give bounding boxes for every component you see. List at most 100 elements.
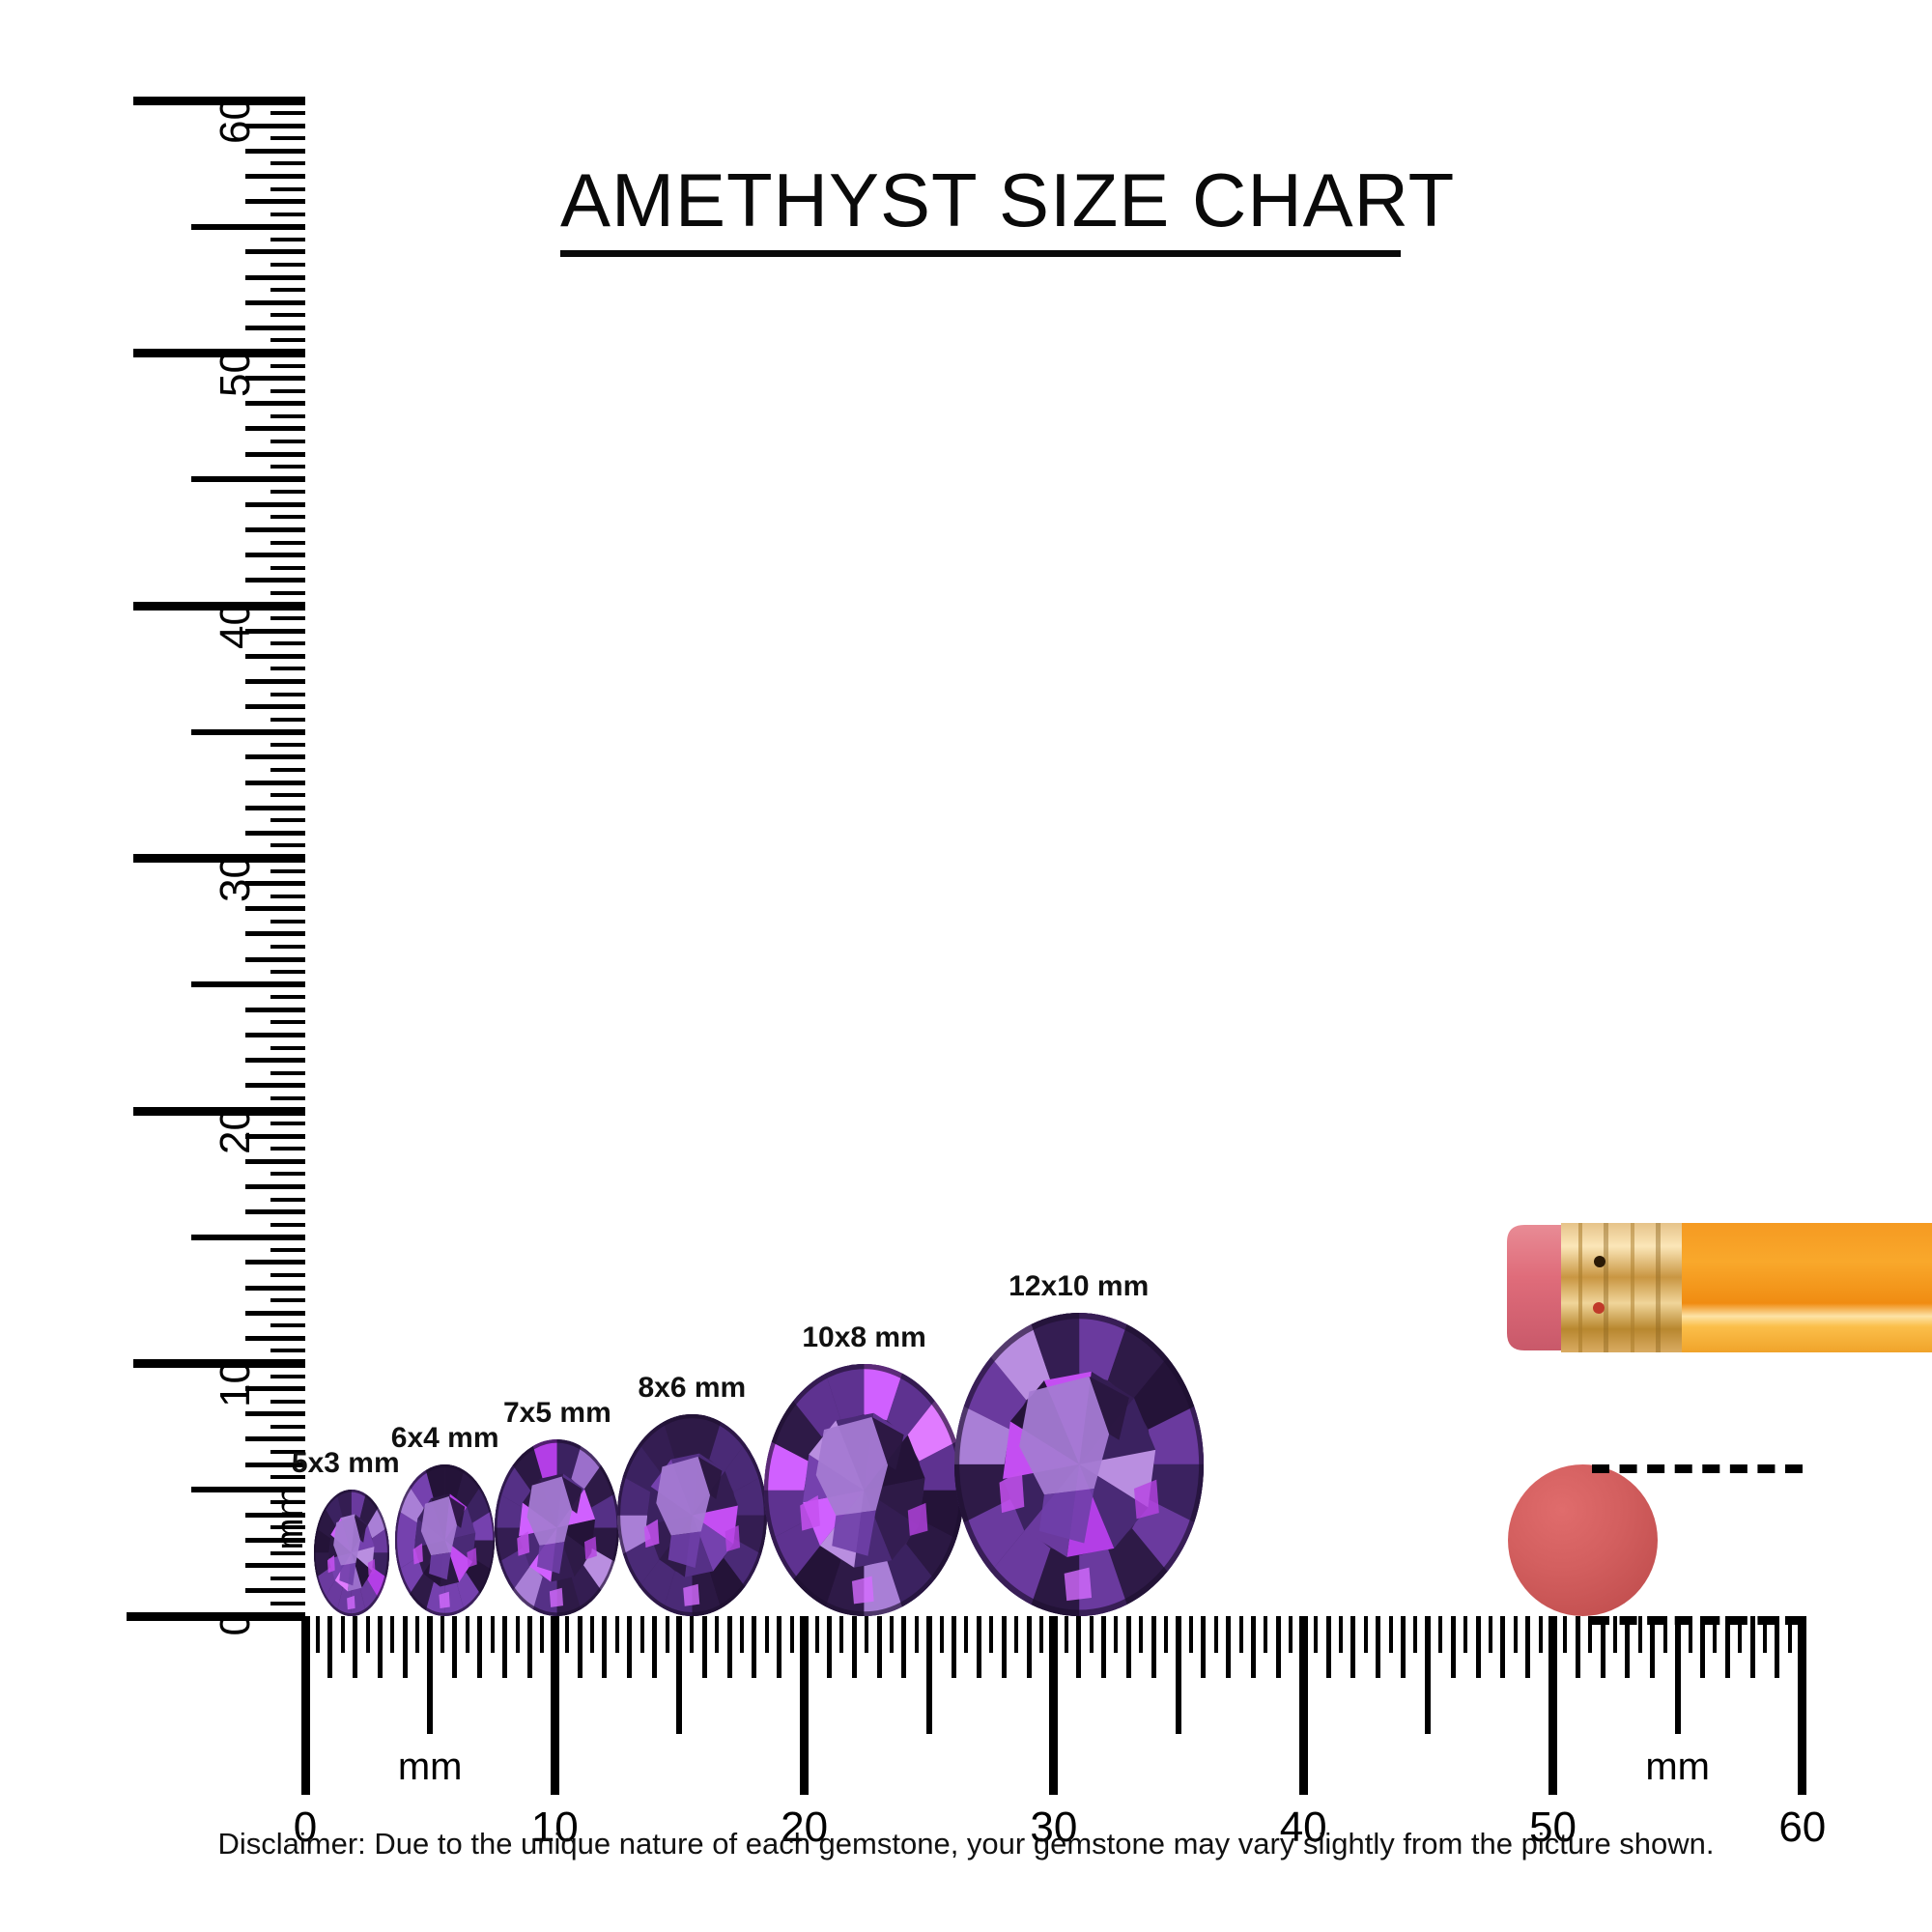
pencil-icon	[1495, 1215, 1932, 1365]
hruler-minor-tick	[1600, 1616, 1605, 1678]
vruler-minor-tick	[245, 805, 305, 810]
hruler-minor-tick	[477, 1616, 483, 1678]
vruler-medium-tick	[191, 728, 305, 735]
hruler-fine-tick	[1662, 1616, 1667, 1653]
vruler-fine-tick	[270, 1525, 305, 1530]
hruler-minor-tick	[876, 1616, 882, 1678]
hruler-label-0: 0	[293, 1804, 318, 1851]
hruler-minor-tick	[452, 1616, 458, 1678]
hruler-fine-tick	[1164, 1616, 1169, 1653]
vruler-fine-tick	[270, 1475, 305, 1480]
vruler-minor-tick	[245, 1436, 305, 1442]
vruler-fine-tick	[270, 1197, 305, 1202]
hruler-fine-tick	[614, 1616, 619, 1653]
hruler-minor-tick	[502, 1616, 508, 1678]
vruler-fine-tick	[270, 1500, 305, 1505]
vruler-fine-tick	[270, 667, 305, 671]
hruler-fine-tick	[1139, 1616, 1144, 1653]
vruler-fine-tick	[270, 1172, 305, 1177]
vruler-minor-tick	[245, 426, 305, 432]
hruler-minor-tick	[1101, 1616, 1107, 1678]
hruler-fine-tick	[764, 1616, 769, 1653]
hruler-minor-tick	[327, 1616, 333, 1678]
hruler-fine-tick	[340, 1616, 345, 1653]
vruler-minor-tick	[245, 1058, 305, 1064]
hruler-major-tick	[800, 1616, 810, 1795]
vruler-fine-tick	[270, 338, 305, 343]
hruler-fine-tick	[1114, 1616, 1119, 1653]
hruler-minor-tick	[1001, 1616, 1007, 1678]
vruler-minor-tick	[245, 401, 305, 407]
vruler-fine-tick	[270, 767, 305, 772]
gem-facets	[314, 1490, 389, 1616]
hruler-minor-tick	[1076, 1616, 1082, 1678]
page-title-wrap: AMETHYST SIZE CHART	[560, 162, 1455, 238]
hruler-fine-tick	[839, 1616, 844, 1653]
hruler-unit-label-1: mm	[1645, 1746, 1710, 1788]
vruler-fine-tick	[270, 212, 305, 216]
hruler-label-40: 40	[1279, 1804, 1327, 1851]
hruler-label-30: 30	[1030, 1804, 1078, 1851]
vruler-fine-tick	[270, 1222, 305, 1227]
hruler-fine-tick	[939, 1616, 944, 1653]
vruler-medium-tick	[191, 476, 305, 483]
vruler-fine-tick	[270, 945, 305, 950]
pencil-eraser-disc	[1508, 1464, 1658, 1616]
gem-facets	[764, 1363, 964, 1616]
hruler-fine-tick	[789, 1616, 794, 1653]
gem-facets	[616, 1413, 767, 1616]
vruler-medium-tick	[191, 981, 305, 988]
hruler-fine-tick	[1238, 1616, 1243, 1653]
vruler-fine-tick	[270, 919, 305, 923]
vruler-fine-tick	[270, 313, 305, 318]
hruler-fine-tick	[365, 1616, 370, 1653]
hruler-label-50: 50	[1529, 1804, 1577, 1851]
hruler-minor-tick	[1251, 1616, 1257, 1678]
hruler-fine-tick	[415, 1616, 420, 1653]
hruler-fine-tick	[715, 1616, 720, 1653]
hruler-medium-tick	[1425, 1616, 1432, 1734]
vruler-minor-tick	[245, 148, 305, 154]
hruler-fine-tick	[1289, 1616, 1293, 1653]
hruler-medium-tick	[676, 1616, 683, 1734]
vruler-medium-tick	[191, 223, 305, 230]
vruler-fine-tick	[270, 1450, 305, 1455]
hruler-minor-tick	[1475, 1616, 1481, 1678]
hruler-minor-tick	[1650, 1616, 1656, 1678]
hruler-minor-tick	[851, 1616, 857, 1678]
vruler-fine-tick	[270, 540, 305, 545]
page-title: AMETHYST SIZE CHART	[560, 157, 1456, 242]
vruler-fine-tick	[270, 843, 305, 848]
hruler-fine-tick	[665, 1616, 669, 1653]
vruler-label-0: 0	[212, 1612, 259, 1636]
hruler-fine-tick	[390, 1616, 395, 1653]
hruler-minor-tick	[402, 1616, 408, 1678]
hruler-fine-tick	[890, 1616, 894, 1653]
vruler-medium-tick	[191, 1234, 305, 1240]
vruler-fine-tick	[270, 237, 305, 242]
vruler-minor-tick	[245, 1133, 305, 1139]
hruler-fine-tick	[1438, 1616, 1443, 1653]
pencil-svg	[1507, 1223, 1932, 1352]
vruler-minor-tick	[245, 1183, 305, 1189]
hruler-minor-tick	[826, 1616, 832, 1678]
vruler-fine-tick	[270, 413, 305, 418]
vruler-fine-tick	[270, 465, 305, 469]
vruler-fine-tick	[270, 590, 305, 595]
disclaimer-text: Disclaimer: Due to the unique nature of …	[217, 1827, 1715, 1861]
vruler-fine-tick	[270, 1550, 305, 1555]
hruler-major-tick	[550, 1616, 559, 1795]
vruler-minor-tick	[245, 1033, 305, 1038]
hruler-fine-tick	[1613, 1616, 1618, 1653]
vruler-fine-tick	[270, 1020, 305, 1025]
vruler-major-tick	[133, 1106, 305, 1116]
vruler-fine-tick	[270, 616, 305, 621]
vruler-fine-tick	[270, 1323, 305, 1328]
hruler-minor-tick	[1749, 1616, 1755, 1678]
vruler-minor-tick	[245, 1588, 305, 1594]
hruler-fine-tick	[964, 1616, 969, 1653]
hruler-medium-tick	[427, 1616, 434, 1734]
vruler-minor-tick	[245, 1411, 305, 1417]
hruler-fine-tick	[1763, 1616, 1768, 1653]
hruler-minor-tick	[627, 1616, 633, 1678]
